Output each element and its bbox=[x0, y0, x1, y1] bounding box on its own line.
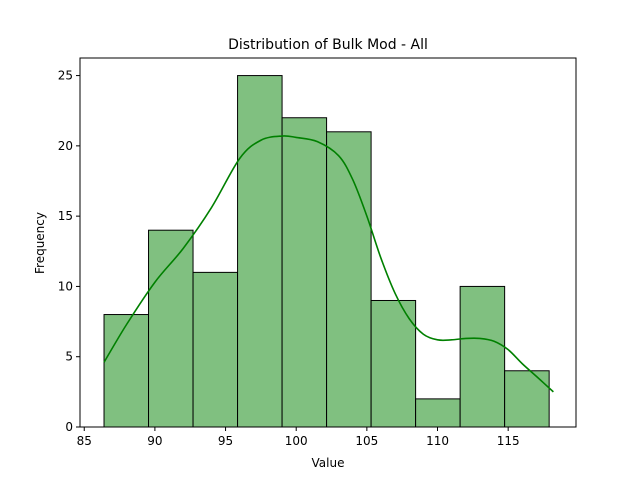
x-tick-label: 105 bbox=[355, 434, 378, 448]
kde-curve bbox=[103, 135, 554, 393]
histogram-bar-10 bbox=[504, 370, 550, 428]
histogram-bar-4 bbox=[237, 75, 283, 428]
histogram-bar-5 bbox=[281, 117, 328, 428]
y-tick-label: 0 bbox=[65, 420, 73, 434]
y-tick-label: 15 bbox=[58, 209, 73, 223]
plot-frame bbox=[79, 57, 577, 428]
y-axis-label: Frequency bbox=[33, 212, 47, 274]
histogram-bar-1 bbox=[103, 314, 150, 428]
y-axis-ticks: 0 5 10 15 20 25 bbox=[58, 69, 80, 434]
x-tick-label: 115 bbox=[497, 434, 520, 448]
histogram-bar-9 bbox=[459, 285, 506, 428]
y-tick-label: 25 bbox=[58, 69, 73, 83]
histogram-bar-7 bbox=[370, 299, 417, 428]
histogram-bar-2 bbox=[148, 229, 194, 428]
y-tick-label: 5 bbox=[65, 350, 73, 364]
x-tick-label: 85 bbox=[77, 434, 92, 448]
x-tick-label: 95 bbox=[218, 434, 233, 448]
histogram-bar-3 bbox=[192, 271, 239, 428]
x-axis-ticks: 85 90 95 100 105 110 115 bbox=[77, 427, 520, 448]
histogram-bars bbox=[103, 75, 550, 428]
histogram-bar-6 bbox=[326, 131, 372, 428]
x-axis-label: Value bbox=[312, 456, 345, 470]
x-tick-label: 110 bbox=[426, 434, 449, 448]
y-tick-label: 20 bbox=[58, 139, 73, 153]
chart-title: Distribution of Bulk Mod - All bbox=[228, 37, 428, 53]
histogram-bar-8 bbox=[415, 398, 461, 428]
x-tick-label: 90 bbox=[147, 434, 162, 448]
kde-layer bbox=[103, 135, 554, 393]
x-tick-label: 100 bbox=[285, 434, 308, 448]
y-tick-label: 10 bbox=[58, 279, 73, 293]
